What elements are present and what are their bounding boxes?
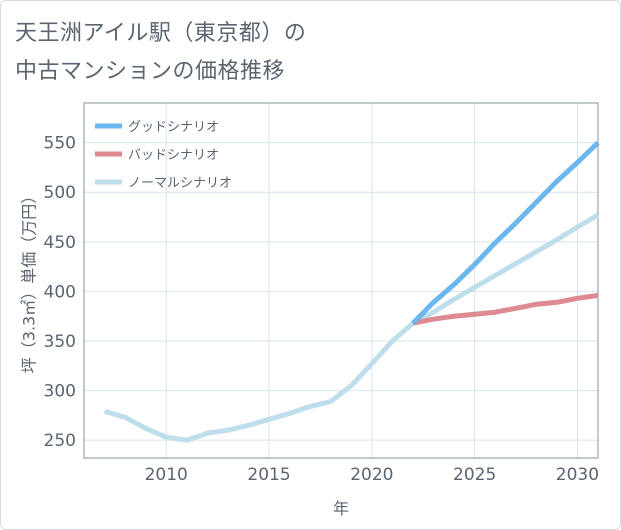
plot-frame — [83, 102, 599, 459]
x-tick-label: 2030 — [556, 465, 599, 485]
series-lines — [103, 140, 600, 443]
grid-lines — [84, 103, 598, 458]
y-tick-label: 350 — [44, 332, 76, 352]
y-axis-label: 坪（3.3㎡）単価（万円） — [20, 188, 39, 373]
y-tick-label: 250 — [44, 431, 76, 451]
chart-title-line-2: 中古マンションの価格推移 — [15, 59, 286, 84]
y-tick-label: 500 — [44, 183, 76, 203]
y-tick-label: 550 — [44, 134, 76, 154]
x-axis-label: 年 — [333, 499, 349, 518]
y-tick-label: 450 — [44, 233, 76, 253]
x-tick-label: 2025 — [453, 465, 496, 485]
y-tick-label: 300 — [44, 382, 76, 402]
legend-label-1: バッドシナリオ — [128, 148, 219, 163]
tick-labels: 2010 2015 2020 2025 2030 250 300 350 400 450 500 55… — [44, 134, 600, 485]
x-tick-label: 2015 — [247, 465, 290, 485]
series-line-1 — [412, 292, 599, 326]
chart-title-line-1: 天王洲アイル駅（東京都）の — [15, 21, 307, 46]
chart-title: 天王洲アイル駅（東京都）の 中古マンションの価格推移 — [15, 15, 306, 91]
x-tick-label: 2010 — [145, 465, 188, 485]
series-line-2 — [103, 212, 600, 443]
legend-label-2: ノーマルシナリオ — [128, 176, 232, 191]
series-line-0 — [411, 140, 600, 325]
x-tick-label: 2020 — [350, 465, 393, 485]
y-tick-label: 400 — [44, 282, 76, 302]
legend-label-0: グッドシナリオ — [128, 120, 219, 135]
